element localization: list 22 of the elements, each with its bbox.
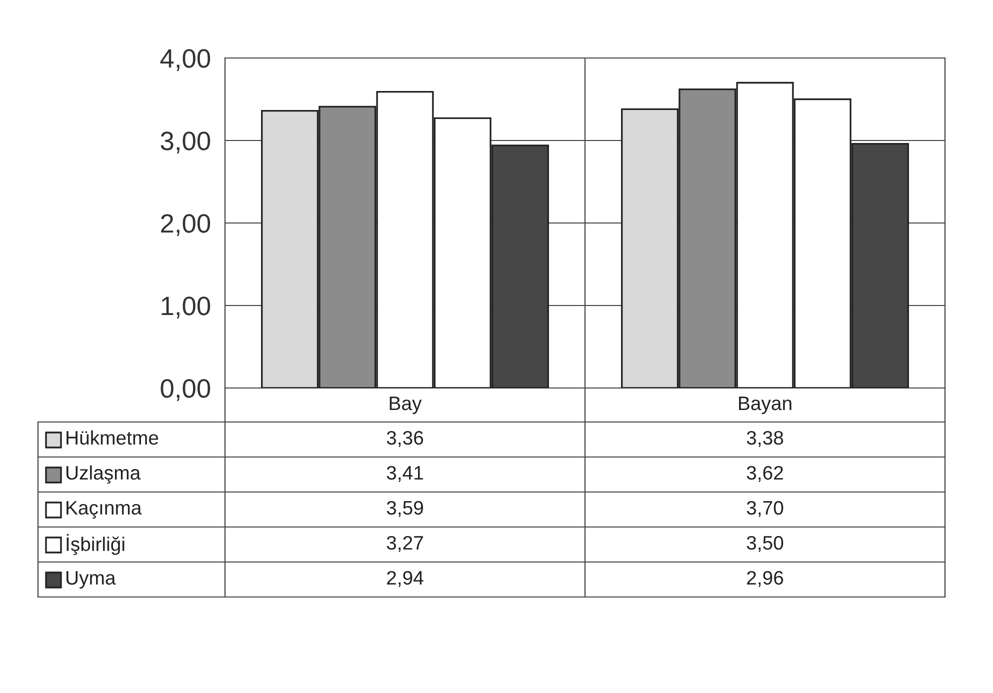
data-label: 3,41 xyxy=(386,466,423,482)
legend-label: İşbirliği xyxy=(66,534,124,555)
y-tick-label: 3,00 xyxy=(160,132,210,154)
data-label: 2,96 xyxy=(747,570,784,588)
y-tick-label: 4,00 xyxy=(160,49,210,71)
data-label: 3,62 xyxy=(746,466,783,482)
data-label: 3,50 xyxy=(746,536,784,552)
y-tick-label: 0,00 xyxy=(160,379,210,401)
y-tick-label: 1,00 xyxy=(162,296,210,318)
data-label: 3,59 xyxy=(386,500,423,518)
x-tick-label: Bay xyxy=(390,396,422,414)
x-tick-label: Bayan xyxy=(739,396,792,414)
y-tick-label: 2,00 xyxy=(161,214,210,236)
legend-label: Uzlaşma xyxy=(66,465,141,484)
data-label: 3,36 xyxy=(386,430,424,448)
data-label: 3,38 xyxy=(746,430,784,448)
data-label: 2,94 xyxy=(387,570,424,588)
legend-label: Kaçınma xyxy=(66,501,142,519)
data-label: 3,70 xyxy=(746,500,784,518)
legend-label: Uyma xyxy=(66,571,116,589)
legend-label: Hükmetme xyxy=(66,430,158,445)
data-label: 3,27 xyxy=(386,536,423,552)
